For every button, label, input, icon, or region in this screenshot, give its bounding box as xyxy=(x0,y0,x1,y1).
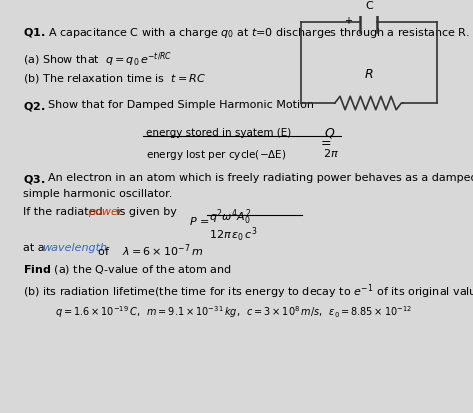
Text: energy lost per cycle($-\Delta$E): energy lost per cycle($-\Delta$E) xyxy=(146,148,286,162)
Text: (a) Show that  $q = q_0\, e^{-t/RC}$: (a) Show that $q = q_0\, e^{-t/RC}$ xyxy=(23,50,172,69)
Text: $P\,=$: $P\,=$ xyxy=(189,214,210,226)
Text: $=$: $=$ xyxy=(318,135,332,148)
Text: $12\pi\,\varepsilon_0\,c^3$: $12\pi\,\varepsilon_0\,c^3$ xyxy=(209,225,258,244)
Text: +: + xyxy=(344,16,352,26)
Text: of    $\lambda=6\times10^{-7}\,m$: of $\lambda=6\times10^{-7}\,m$ xyxy=(94,242,203,259)
Text: $q=1.6\times10^{-19}\,C,\;\;m=9.1\times10^{-31}\,kg,\;\;c=3\times10^{8}\,m/s,\;\: $q=1.6\times10^{-19}\,C,\;\;m=9.1\times1… xyxy=(55,304,412,319)
Text: energy stored in syatem (E): energy stored in syatem (E) xyxy=(146,127,291,137)
Text: simple harmonic oscillator.: simple harmonic oscillator. xyxy=(23,189,173,199)
Text: $\mathbf{Q1.}$: $\mathbf{Q1.}$ xyxy=(23,26,45,39)
Text: $2\pi$: $2\pi$ xyxy=(323,147,339,159)
Text: $\mathbf{Find}$ (a) the Q-value of the atom and: $\mathbf{Find}$ (a) the Q-value of the a… xyxy=(23,262,232,275)
Text: (b) its radiation lifetime(the time for its energy to decay to $e^{-1}$ of its o: (b) its radiation lifetime(the time for … xyxy=(23,282,473,300)
Text: at a: at a xyxy=(23,242,48,252)
Text: $\mathbf{Q3.}$: $\mathbf{Q3.}$ xyxy=(23,173,45,186)
Text: R: R xyxy=(365,68,373,81)
Text: A capacitance C with a charge $q_0$ at $t$=0 discharges through a resistance R.: A capacitance C with a charge $q_0$ at $… xyxy=(48,26,470,40)
Text: An electron in an atom which is freely radiating power behaves as a damped: An electron in an atom which is freely r… xyxy=(48,173,473,183)
Text: wavelength: wavelength xyxy=(42,242,107,252)
Text: is given by: is given by xyxy=(113,206,176,216)
Text: (b) The relaxation time is  $t = RC$: (b) The relaxation time is $t = RC$ xyxy=(23,72,206,85)
Text: If the radiated: If the radiated xyxy=(23,206,106,216)
Text: $Q$: $Q$ xyxy=(324,126,335,140)
Text: $q^2\omega^4 A_0^2$: $q^2\omega^4 A_0^2$ xyxy=(209,206,252,226)
Text: power: power xyxy=(88,206,122,216)
Text: $\mathbf{Q2.}$: $\mathbf{Q2.}$ xyxy=(23,100,45,112)
Text: Show that for Damped Simple Harmonic Motion: Show that for Damped Simple Harmonic Mot… xyxy=(48,100,314,109)
Text: C: C xyxy=(365,1,373,11)
